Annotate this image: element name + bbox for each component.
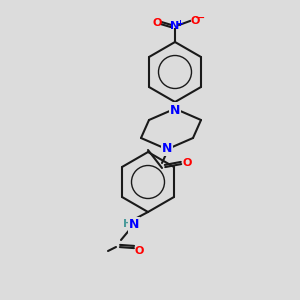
Text: O: O [134,246,144,256]
Text: N: N [170,21,180,31]
Text: O: O [182,158,192,168]
Text: +: + [176,19,184,28]
Text: O: O [152,18,162,28]
Text: N: N [162,142,172,154]
Text: N: N [170,103,180,116]
Text: N: N [129,218,139,232]
Text: O: O [190,16,200,26]
Text: −: − [195,11,205,25]
Text: H: H [123,219,133,229]
